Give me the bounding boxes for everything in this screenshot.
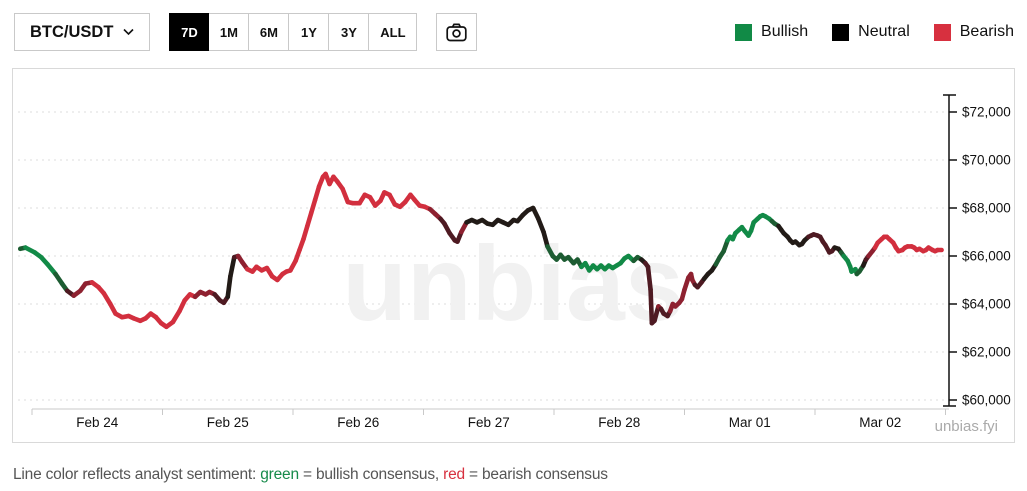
x-tick-label: Mar 02 — [859, 415, 901, 430]
chart-card: unbias Feb 24 Feb 25 Feb 26 Feb 27 Feb 28 Mar … — [12, 68, 1015, 443]
x-tick-label: Feb 26 — [337, 415, 379, 430]
toolbar: BTC/USDT 7D 1M 6M 1Y 3Y ALL Bullish Neutral Bea… — [14, 13, 1014, 51]
y-tick-label: $64,000 — [962, 297, 1011, 312]
screenshot-button[interactable] — [436, 13, 478, 51]
y-tick-label: $62,000 — [962, 345, 1011, 360]
legend-label: Neutral — [858, 23, 910, 40]
footnote-text: Line color reflects analyst sentiment: — [13, 466, 261, 483]
attribution-text: unbias.fyi — [935, 418, 998, 435]
camera-icon — [446, 23, 468, 41]
timeframe-button-6m[interactable]: 6M — [249, 13, 290, 51]
timeframe-group: 7D 1M 6M 1Y 3Y ALL — [169, 13, 418, 51]
timeframe-button-1m[interactable]: 1M — [209, 13, 250, 51]
x-tick-label: Feb 28 — [598, 415, 640, 430]
sentiment-legend: Bullish Neutral Bearish — [735, 13, 1014, 51]
legend-label: Bearish — [959, 23, 1014, 40]
footnote-text: = bearish consensus — [464, 466, 608, 483]
legend-label: Bullish — [761, 23, 809, 40]
y-axis: $60,000 $62,000 $64,000 $66,000 $68,000 $70,0… — [943, 94, 1011, 408]
symbol-label: BTC/USDT — [30, 22, 114, 41]
neutral-swatch-icon — [832, 23, 850, 41]
y-tick-label: $72,000 — [962, 105, 1011, 120]
price-line — [17, 171, 944, 330]
symbol-dropdown[interactable]: BTC/USDT — [14, 13, 151, 51]
watermark-text: unbias — [342, 225, 684, 343]
legend-item-bearish: Bearish — [933, 23, 1014, 41]
timeframe-button-all[interactable]: ALL — [369, 13, 418, 51]
y-tick-label: $60,000 — [962, 393, 1011, 408]
timeframe-button-7d[interactable]: 7D — [169, 13, 210, 51]
footnote-text: green — [260, 466, 299, 483]
timeframe-button-3y[interactable]: 3Y — [329, 13, 370, 51]
timeframe-button-1y[interactable]: 1Y — [289, 13, 330, 51]
legend-item-neutral: Neutral — [832, 23, 910, 41]
x-tick-label: Feb 24 — [76, 415, 119, 430]
footnote-text: red — [443, 466, 465, 483]
x-tick-label: Feb 27 — [468, 415, 510, 430]
x-tick-label: Mar 01 — [729, 415, 771, 430]
bearish-swatch-icon — [933, 23, 951, 41]
x-axis: Feb 24 Feb 25 Feb 26 Feb 27 Feb 28 Mar 01 Mar … — [31, 408, 949, 430]
y-tick-label: $68,000 — [962, 201, 1011, 216]
sentiment-footnote: Line color reflects analyst sentiment: g… — [13, 466, 608, 484]
legend-item-bullish: Bullish — [735, 23, 808, 41]
price-chart[interactable]: unbias Feb 24 Feb 25 Feb 26 Feb 27 Feb 28 Mar … — [13, 69, 1014, 442]
y-tick-label: $70,000 — [962, 153, 1011, 168]
x-tick-label: Feb 25 — [207, 415, 249, 430]
y-tick-label: $66,000 — [962, 249, 1011, 264]
gridlines — [18, 111, 949, 401]
footnote-text: = bullish consensus, — [298, 466, 444, 483]
chevron-down-icon — [123, 28, 134, 36]
bullish-swatch-icon — [735, 23, 753, 41]
